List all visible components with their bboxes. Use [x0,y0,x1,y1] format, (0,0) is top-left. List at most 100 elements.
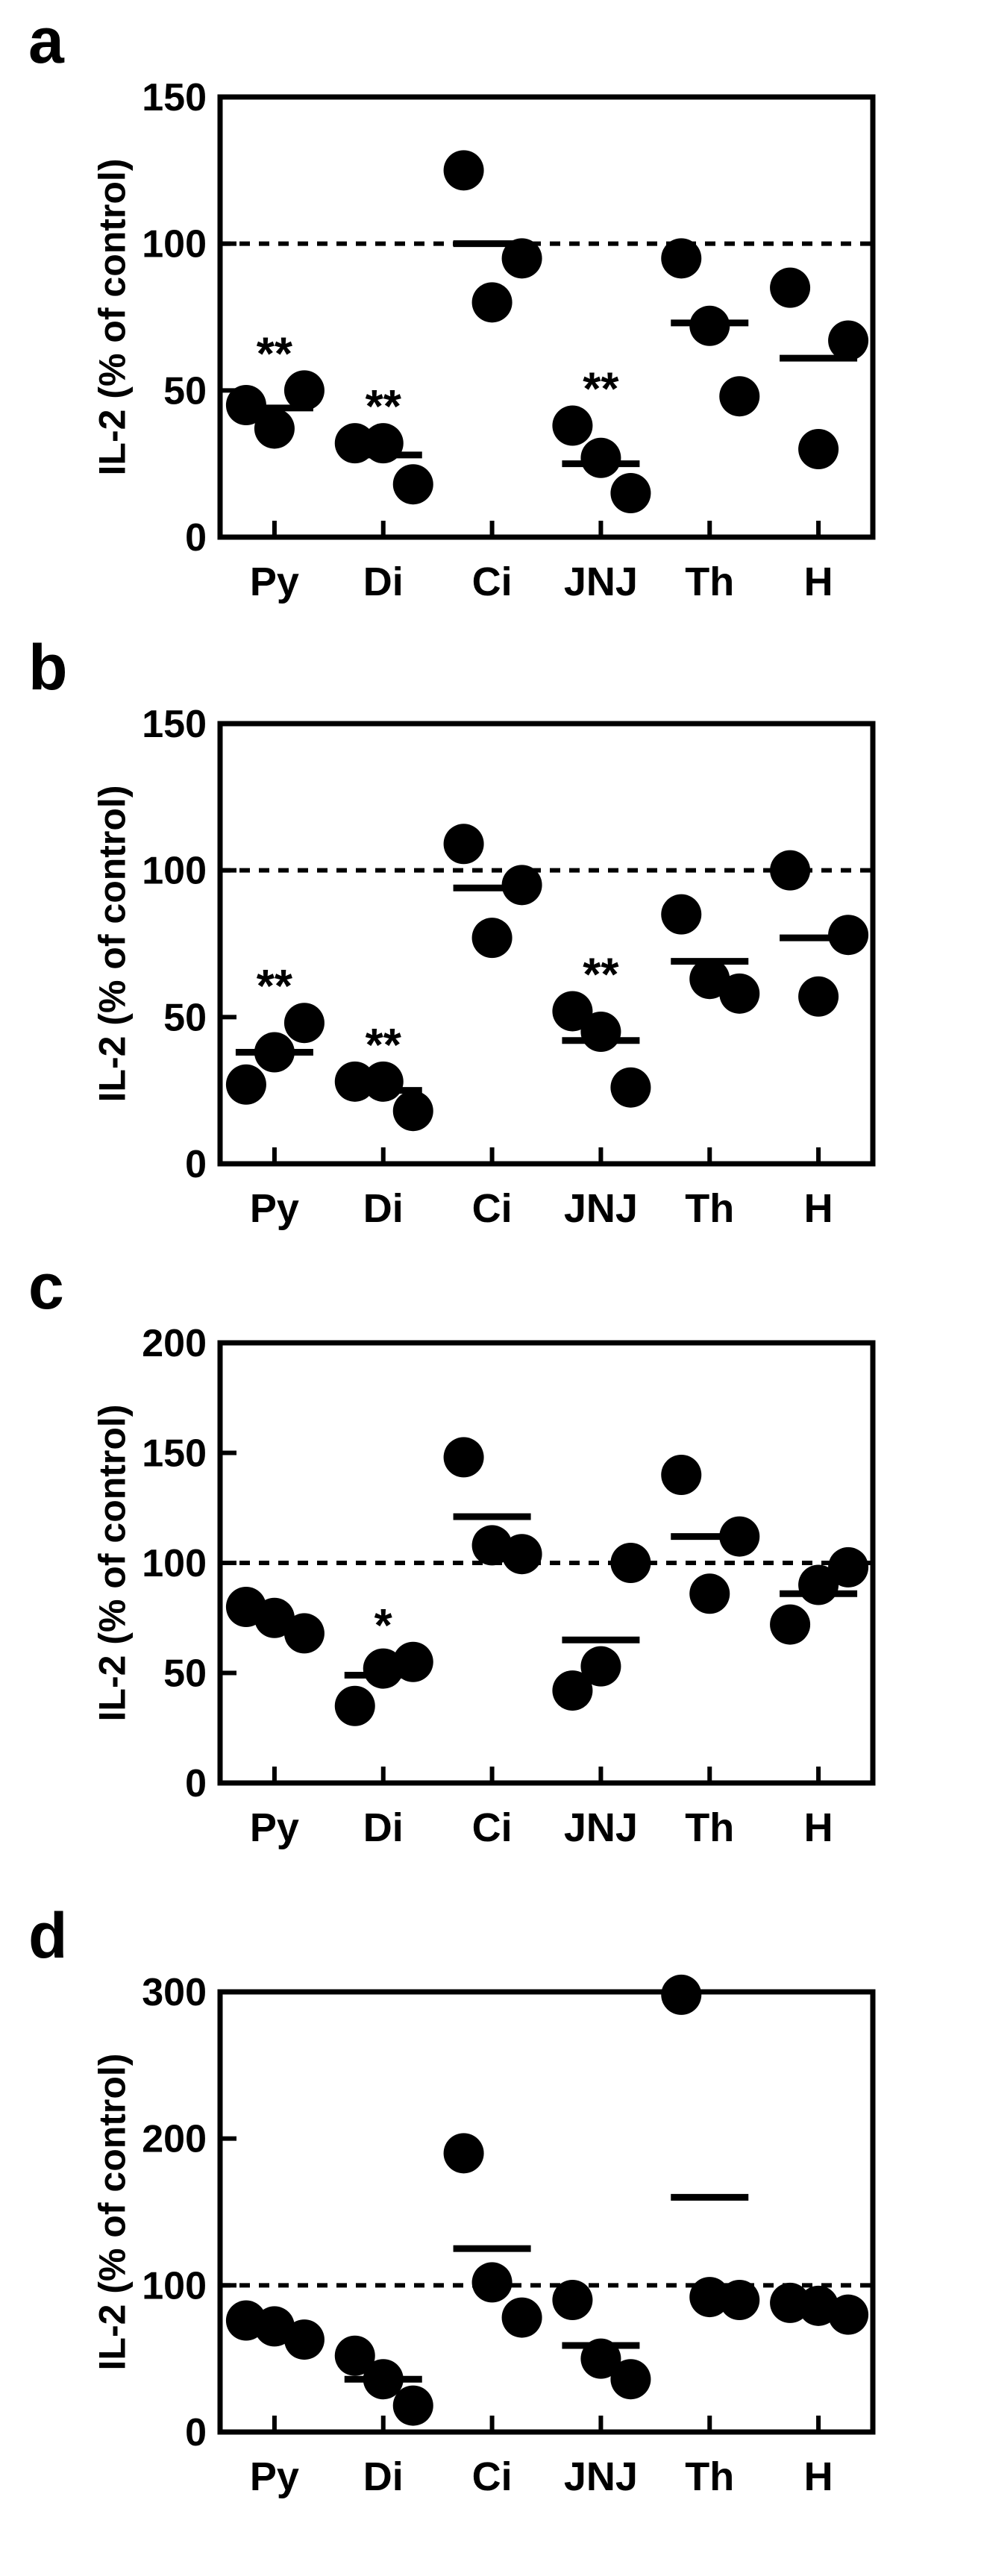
x-tick-label: H [804,1186,833,1231]
scatter-plot: 0 50 100 150 Py ** Di ** Ci JNJ ** Th H [142,76,876,604]
data-point [610,1543,651,1583]
data-point [471,282,513,323]
x-tick-label: Py [250,1186,299,1231]
x-tick-label: Th [685,1186,734,1231]
significance-marker: ** [583,949,619,1000]
x-tick-label: Di [363,1186,404,1231]
significance-marker: ** [583,364,619,416]
data-point [689,1573,730,1614]
data-point [661,238,702,279]
data-point [283,1003,325,1044]
data-point [392,464,433,505]
x-tick-label: H [804,560,833,604]
y-tick-label: 100 [142,2264,207,2307]
data-point [719,2280,760,2320]
y-tick-label: 50 [163,1652,207,1696]
y-tick-label: 100 [142,1542,207,1585]
data-point [661,1974,702,2015]
x-tick-label: H [804,2454,833,2499]
data-point [254,408,295,449]
x-tick-label: JNJ [564,560,638,604]
y-tick-label: 0 [185,1143,207,1186]
data-point [770,267,811,308]
data-point [719,376,760,417]
plot-frame [217,94,876,540]
data-point [443,1437,484,1478]
panel-label: a [28,5,64,77]
y-tick-label: 150 [142,76,207,119]
y-tick-label: 150 [142,703,207,746]
y-tick-label: 100 [142,850,207,893]
data-point [334,1685,375,1726]
y-tick-label: 0 [185,1762,207,1805]
data-point [471,2262,513,2303]
significance-marker: ** [257,328,293,380]
x-tick-label: Py [250,2454,299,2499]
y-tick-label: 100 [142,223,207,266]
x-tick-label: Ci [472,1186,513,1231]
scatter-plot: 0 50 100 150 200 Py Di * Ci JNJ Th H [142,1322,876,1850]
x-tick-label: Th [685,560,734,604]
x-tick-label: Th [685,1805,734,1850]
data-point [443,2133,484,2174]
data-point [610,473,651,513]
data-point [471,918,513,959]
x-tick-label: Di [363,2454,404,2499]
data-point [334,2335,375,2376]
data-point [770,1604,811,1645]
data-point [610,1067,651,1108]
scatter-plot: 0 100 200 300 Py Di Ci JNJ Th H [142,1971,876,2499]
data-point [552,1670,593,1711]
x-tick-label: JNJ [564,2454,638,2499]
panel-label: d [28,1900,68,1972]
data-point [392,2385,433,2426]
data-point [363,1648,404,1689]
y-axis-title: IL-2 (% of control) [90,158,133,476]
y-tick-label: 200 [142,2118,207,2161]
significance-marker: * [374,1600,393,1652]
data-point [719,973,760,1014]
significance-marker: ** [366,381,402,433]
plot-frame [217,1989,876,2435]
plot-frame [217,721,876,1167]
y-tick-label: 0 [185,2411,207,2454]
chart-panel-b: b 0 50 100 150 Py ** Di ** Ci JNJ ** Th H IL-2 (% of… [0,636,981,1283]
y-tick-label: 50 [163,369,207,413]
data-point [552,991,593,1032]
significance-marker: ** [366,1020,402,1071]
scatter-plot: 0 50 100 150 Py ** Di ** Ci JNJ ** Th H [142,703,876,1231]
data-point [225,1064,266,1105]
data-point [798,429,839,469]
x-tick-label: Ci [472,1805,513,1850]
y-tick-label: 0 [185,516,207,560]
data-point [392,1091,433,1132]
data-point [580,437,621,478]
chart-panel-a: a 0 50 100 150 Py ** Di ** Ci JNJ ** Th H IL-2 (% of… [0,9,981,656]
data-point [610,2359,651,2400]
y-axis-title: IL-2 (% of control) [90,2053,133,2371]
data-point [580,1012,621,1052]
data-point [501,2297,542,2338]
significance-marker: ** [257,961,293,1012]
panel-label: c [28,1251,64,1323]
data-point [798,1564,839,1605]
data-point [580,1646,621,1687]
x-tick-label: Ci [472,560,513,604]
data-point [661,1455,702,1495]
data-point [661,894,702,935]
y-axis-title: IL-2 (% of control) [90,785,133,1103]
x-tick-label: Py [250,560,299,604]
chart-panel-d: d 0 100 200 300 Py Di Ci JNJ Th H IL-2 (% of cont… [0,1904,981,2551]
data-point [552,2280,593,2320]
data-point [770,850,811,891]
data-point [471,1525,513,1566]
y-axis-title: IL-2 (% of control) [90,1404,133,1722]
data-point [689,959,730,1000]
x-tick-label: Py [250,1805,299,1850]
data-point [283,370,325,411]
y-tick-label: 200 [142,1322,207,1365]
data-point [443,824,484,865]
chart-panel-c: c 0 50 100 150 200 Py Di * Ci JNJ Th H IL-2 (% of c… [0,1255,981,1902]
x-tick-label: Di [363,1805,404,1850]
data-point [443,150,484,191]
